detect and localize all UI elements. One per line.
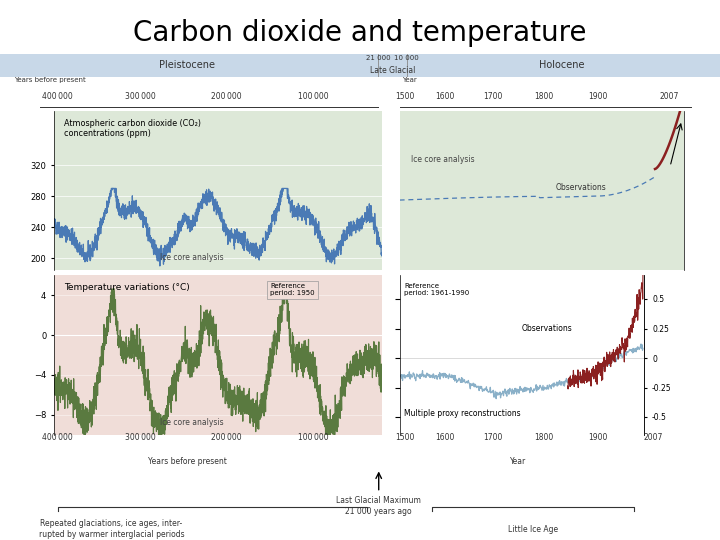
Text: 200 000: 200 000	[212, 92, 242, 101]
Text: Ice core analysis: Ice core analysis	[160, 418, 223, 427]
Text: 400 000: 400 000	[42, 92, 73, 101]
Text: 2007: 2007	[660, 92, 679, 101]
Text: Years before present: Years before present	[14, 77, 86, 83]
Text: Ice core analysis: Ice core analysis	[411, 154, 474, 164]
Text: Late Glacial: Late Glacial	[369, 66, 415, 75]
Text: Repeated glaciations, ice ages, inter-
rupted by warmer interglacial periods: Repeated glaciations, ice ages, inter- r…	[39, 519, 184, 539]
Text: Reference
period: 1950: Reference period: 1950	[270, 284, 315, 296]
Text: Last Glacial Maximum
21 000 years ago: Last Glacial Maximum 21 000 years ago	[336, 496, 421, 516]
Text: Year: Year	[402, 77, 416, 83]
Text: Pleistocene: Pleistocene	[159, 60, 215, 70]
Text: Multiple proxy reconstructions: Multiple proxy reconstructions	[405, 409, 521, 417]
Text: Temperature variations (°C): Temperature variations (°C)	[64, 284, 189, 292]
Text: 100 000: 100 000	[298, 433, 328, 442]
Text: 2007: 2007	[644, 433, 662, 442]
Text: 100 000: 100 000	[298, 92, 328, 101]
Text: 200 000: 200 000	[212, 433, 242, 442]
Text: 1900: 1900	[588, 433, 607, 442]
Text: Little Ice Age: Little Ice Age	[508, 524, 558, 534]
Text: 1800: 1800	[534, 92, 553, 101]
Text: 10 000: 10 000	[395, 55, 419, 61]
Text: Observations: Observations	[556, 184, 607, 192]
Text: Holocene: Holocene	[539, 60, 585, 70]
Text: 1900: 1900	[588, 92, 607, 101]
Text: 21 000: 21 000	[366, 55, 390, 61]
Text: Reference
period: 1961-1990: Reference period: 1961-1990	[405, 284, 469, 296]
Text: 1600: 1600	[436, 92, 454, 101]
Text: Ice core analysis: Ice core analysis	[160, 253, 223, 262]
Text: Carbon dioxide and temperature: Carbon dioxide and temperature	[133, 19, 587, 47]
Text: 1600: 1600	[436, 433, 454, 442]
Text: Atmospheric carbon dioxide (CO₂)
concentrations (ppm): Atmospheric carbon dioxide (CO₂) concent…	[64, 119, 201, 138]
Text: Observations: Observations	[522, 324, 572, 333]
Text: 400 000: 400 000	[42, 433, 73, 442]
Text: 1700: 1700	[484, 92, 503, 101]
Text: 1500: 1500	[395, 433, 414, 442]
Text: Years before present: Years before present	[148, 457, 227, 466]
Text: 1500: 1500	[395, 92, 414, 101]
Text: 300 000: 300 000	[125, 433, 156, 442]
Text: 1800: 1800	[534, 433, 553, 442]
Text: Year: Year	[510, 457, 526, 466]
Text: 300 000: 300 000	[125, 92, 156, 101]
Text: 1700: 1700	[484, 433, 503, 442]
